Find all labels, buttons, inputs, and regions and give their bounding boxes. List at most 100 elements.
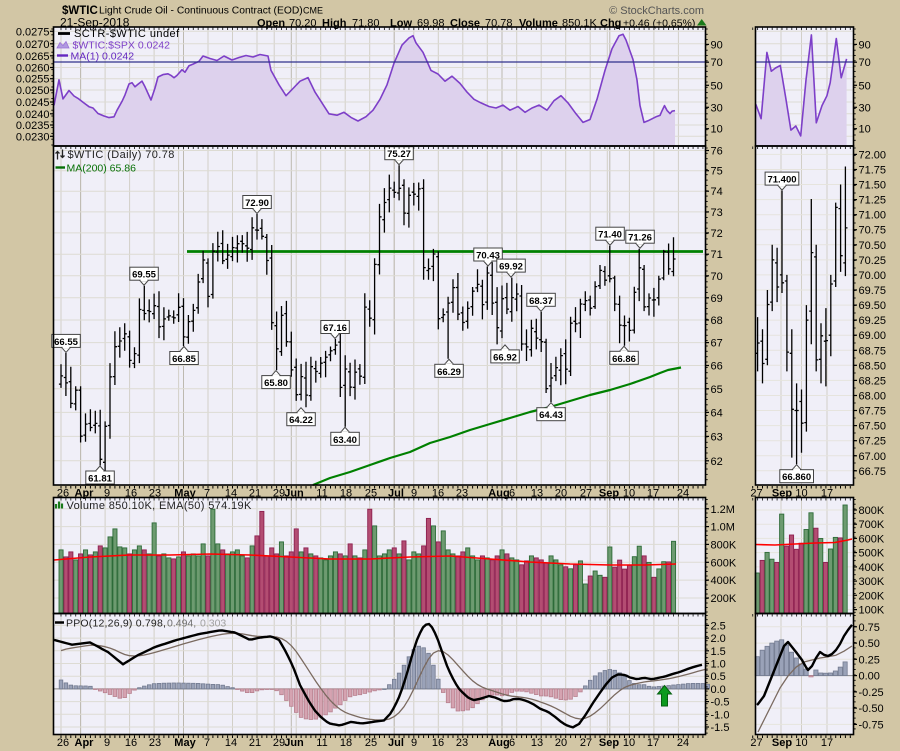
- svg-text:70: 70: [711, 57, 723, 69]
- svg-text:24: 24: [677, 737, 689, 749]
- svg-text:0.00: 0.00: [859, 671, 880, 683]
- svg-text:6: 6: [509, 737, 515, 749]
- svg-text:9: 9: [104, 737, 110, 749]
- svg-text:17: 17: [821, 737, 833, 749]
- svg-text:68.75: 68.75: [859, 345, 887, 357]
- svg-text:1.5: 1.5: [711, 646, 726, 658]
- svg-text:6: 6: [509, 488, 515, 500]
- svg-text:66.29: 66.29: [437, 367, 461, 378]
- svg-text:18: 18: [340, 488, 352, 500]
- svg-text:29: 29: [273, 488, 285, 500]
- svg-text:71: 71: [711, 249, 723, 261]
- svg-text:20: 20: [555, 488, 567, 500]
- svg-text:67.75: 67.75: [859, 406, 887, 418]
- svg-text:71.400: 71.400: [767, 175, 796, 186]
- svg-text:30: 30: [711, 102, 723, 114]
- svg-text:200K: 200K: [859, 590, 885, 602]
- svg-text:64: 64: [711, 407, 723, 419]
- svg-text:High: High: [322, 18, 347, 30]
- svg-text:May: May: [174, 488, 196, 500]
- svg-text:Sep: Sep: [772, 488, 792, 500]
- svg-text:Apr: Apr: [75, 737, 95, 749]
- svg-text:16: 16: [432, 737, 444, 749]
- svg-text:70: 70: [859, 57, 871, 69]
- svg-text:90: 90: [711, 39, 723, 51]
- svg-text:23: 23: [149, 737, 161, 749]
- svg-text:0.0275: 0.0275: [16, 26, 50, 38]
- svg-text:0.0235: 0.0235: [16, 120, 50, 132]
- svg-text:CME: CME: [303, 6, 323, 16]
- svg-text:72: 72: [711, 228, 723, 240]
- svg-text:850.1K: 850.1K: [562, 18, 598, 30]
- svg-text:72.90: 72.90: [245, 198, 269, 209]
- svg-text:66.860: 66.860: [782, 472, 811, 483]
- svg-text:0.0270: 0.0270: [16, 39, 50, 51]
- svg-text:69.98: 69.98: [417, 18, 445, 30]
- svg-text:0.25: 0.25: [859, 654, 880, 666]
- svg-text:400K: 400K: [711, 575, 737, 587]
- svg-text:67.50: 67.50: [859, 421, 887, 433]
- svg-text:69.55: 69.55: [132, 270, 156, 281]
- svg-text:Close: Close: [450, 18, 480, 30]
- svg-text:21: 21: [249, 488, 261, 500]
- svg-text:71.75: 71.75: [859, 165, 887, 177]
- svg-text:-0.50: -0.50: [859, 703, 884, 715]
- svg-text:65.80: 65.80: [264, 378, 288, 389]
- svg-text:Open: Open: [257, 18, 285, 30]
- svg-text:2.0: 2.0: [711, 633, 726, 645]
- svg-text:70.50: 70.50: [859, 240, 887, 252]
- svg-text:0.0245: 0.0245: [16, 97, 50, 109]
- svg-text:PPO(12,26,9) 0.798,: PPO(12,26,9) 0.798,: [66, 618, 166, 630]
- svg-text:17: 17: [647, 737, 659, 749]
- svg-text:71.00: 71.00: [859, 210, 887, 222]
- svg-text:7: 7: [204, 488, 210, 500]
- svg-text:23: 23: [456, 488, 468, 500]
- svg-text:Chg: Chg: [600, 18, 621, 30]
- svg-text:71.50: 71.50: [859, 180, 887, 192]
- svg-text:23: 23: [456, 737, 468, 749]
- svg-text:600K: 600K: [859, 533, 885, 545]
- svg-text:69.75: 69.75: [859, 285, 887, 297]
- svg-text:70: 70: [711, 271, 723, 283]
- svg-text:69.92: 69.92: [499, 262, 523, 273]
- svg-text:68.50: 68.50: [859, 360, 887, 372]
- svg-text:73: 73: [711, 207, 723, 219]
- svg-text:14: 14: [225, 737, 237, 749]
- svg-text:67.25: 67.25: [859, 436, 887, 448]
- svg-text:300K: 300K: [859, 576, 885, 588]
- svg-text:200K: 200K: [711, 593, 737, 605]
- svg-text:0.0230: 0.0230: [16, 131, 50, 143]
- svg-text:1.0: 1.0: [711, 659, 726, 671]
- svg-text:-1.0: -1.0: [711, 709, 730, 721]
- svg-text:10: 10: [859, 124, 871, 136]
- svg-text:27: 27: [750, 737, 762, 749]
- svg-text:50: 50: [859, 80, 871, 92]
- svg-text:67.16: 67.16: [323, 323, 347, 334]
- svg-text:800K: 800K: [859, 505, 885, 517]
- svg-text:68.00: 68.00: [859, 391, 887, 403]
- svg-text:90: 90: [859, 39, 871, 51]
- svg-text:21-Sep-2018: 21-Sep-2018: [60, 16, 130, 30]
- svg-text:70.78: 70.78: [485, 18, 513, 30]
- svg-text:400K: 400K: [859, 562, 885, 574]
- svg-text:69: 69: [711, 293, 723, 305]
- svg-text:Sep: Sep: [772, 737, 792, 749]
- svg-text:71.26: 71.26: [628, 233, 652, 244]
- svg-text:Jun: Jun: [284, 488, 304, 500]
- svg-text:72.00: 72.00: [859, 149, 887, 161]
- svg-text:66.75: 66.75: [859, 466, 887, 478]
- svg-text:70.25: 70.25: [859, 255, 887, 267]
- svg-text:2.5: 2.5: [711, 620, 726, 632]
- svg-text:71.25: 71.25: [859, 195, 887, 207]
- svg-text:71.40: 71.40: [598, 230, 622, 241]
- svg-text:20: 20: [555, 737, 567, 749]
- svg-text:SCTR-$WTIC undef: SCTR-$WTIC undef: [74, 28, 180, 40]
- svg-text:24: 24: [677, 488, 689, 500]
- svg-text:64.43: 64.43: [539, 410, 563, 421]
- svg-text:65: 65: [711, 384, 723, 396]
- svg-text:17: 17: [647, 488, 659, 500]
- svg-text:10: 10: [623, 737, 635, 749]
- svg-text:75: 75: [711, 166, 723, 178]
- svg-text:71.80: 71.80: [352, 18, 380, 30]
- svg-text:50: 50: [711, 80, 723, 92]
